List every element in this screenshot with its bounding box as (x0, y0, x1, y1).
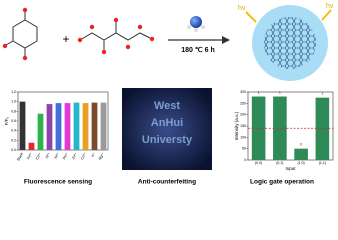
x-tick-label: Mg²⁺ (98, 152, 105, 161)
page: {"reaction": {"light_left": "hν", "light… (2, 2, 334, 186)
output-label: 1 (258, 90, 261, 95)
x-tick-label: (1,1) (319, 161, 326, 165)
light-label: hν (238, 5, 246, 12)
x-tick-label: K⁺ (91, 152, 97, 158)
bar (315, 97, 330, 160)
x-tick-label: Al³⁺ (45, 152, 52, 159)
plus-sign: + (62, 32, 69, 46)
light-label: hν (326, 3, 334, 10)
photo-word: West (154, 100, 180, 112)
x-tick-label: (0,0) (255, 161, 262, 165)
y-tick-label: 100 (240, 135, 246, 139)
caption: Logic gate operation (250, 179, 314, 186)
y-tick-label: 1.2 (11, 90, 16, 94)
y-tick-label: 250 (240, 101, 246, 105)
bar (46, 104, 53, 150)
bar (82, 103, 89, 150)
bar (19, 101, 26, 150)
bar (73, 102, 80, 150)
y-tick-label: 200 (240, 113, 246, 117)
y-axis-label: Intensity (a.u.) (234, 111, 239, 140)
x-tick-label: Zn²⁺ (71, 152, 78, 160)
output-label: 1 (279, 90, 282, 95)
y-tick-label: 0.4 (11, 129, 16, 133)
photo-text: West AnHui Universty (142, 100, 193, 146)
x-tick-label: (1,0) (298, 161, 305, 165)
photo (122, 88, 212, 170)
output-label: 0 (300, 142, 303, 147)
charts: 0.0 0.2 0.4 0.6 0.8 1.0 1.2 F/F₀ Blank Fe³⁺ Cd²⁺ Al… (4, 90, 334, 171)
bar (294, 148, 308, 160)
bar (64, 103, 71, 150)
x-tick-label: Ni²⁺ (54, 152, 61, 160)
x-tick-label: Cd²⁺ (35, 152, 42, 161)
y-tick-label: 150 (240, 124, 246, 128)
molecule-1 (2, 7, 38, 61)
bar (91, 102, 98, 150)
molecule-2 (77, 17, 155, 55)
y-tick-label: 300 (240, 90, 246, 94)
bar (55, 103, 62, 150)
y-tick-label: 0.6 (11, 119, 16, 123)
bar (28, 142, 35, 150)
caption: Fluorescence sensing (24, 179, 92, 186)
photo-word: AnHui (151, 117, 183, 129)
x-tick-label: Pb²⁺ (62, 152, 69, 160)
reaction-condition: 180 ℃ 6 h (181, 46, 215, 54)
y-tick-label: 0.2 (11, 138, 16, 142)
y-tick-label: 0.8 (11, 109, 16, 113)
x-tick-label: (0,1) (276, 161, 283, 165)
x-tick-label: Fe³⁺ (26, 152, 33, 160)
x-tick-label: Co²⁺ (80, 152, 87, 161)
reaction-arrow (168, 36, 230, 44)
x-tick-label: Blank (16, 152, 24, 162)
caption: Anti-counterfeiting (138, 179, 196, 186)
carbon-dot (245, 5, 332, 81)
bar (37, 113, 44, 150)
bar (100, 102, 107, 150)
ammonia (187, 16, 205, 32)
y-tick-label: 0 (244, 158, 246, 162)
y-axis-label: F/F₀ (4, 117, 9, 126)
output-label: 1 (321, 91, 324, 96)
x-axis-label: Input (285, 166, 296, 171)
y-tick-label: 50 (242, 147, 246, 151)
graphical-abstract: + 180 ℃ 6 h hν hν West AnHui Universty 0.0… (2, 3, 334, 186)
y-tick-label: 1.0 (11, 100, 16, 104)
photo-word: Universty (142, 134, 193, 146)
y-tick-label: 0.0 (11, 148, 16, 152)
